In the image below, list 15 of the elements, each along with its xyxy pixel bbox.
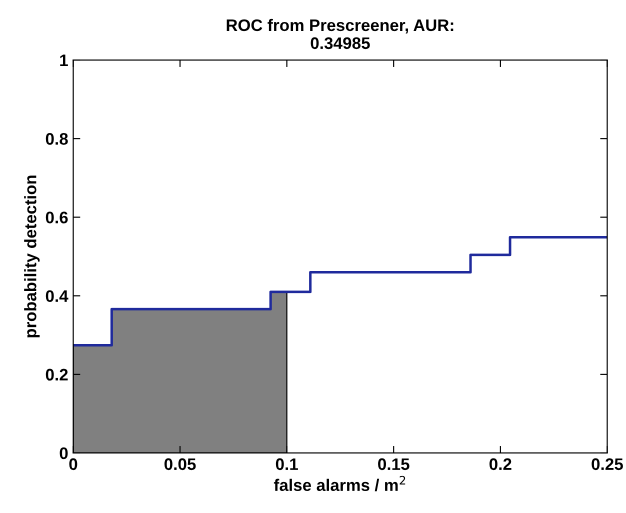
x-tick-label: 0.25: [592, 458, 623, 470]
x-tick-label: 0.1: [276, 458, 298, 470]
y-tick-label: 0: [60, 447, 68, 460]
x-tick-label: 0.15: [378, 458, 410, 470]
y-tick-label: 0.8: [46, 133, 68, 145]
y-tick-label: 0.4: [46, 290, 68, 302]
x-tick-label: 0.2: [490, 458, 512, 470]
y-tick-label: 1: [60, 54, 68, 66]
y-axis-title: probability detection: [24, 176, 40, 338]
x-tick-label: 0: [69, 458, 78, 470]
y-tick-label: 0.6: [46, 212, 68, 224]
x-axis-title: false alarms / m$^{2}$: [274, 476, 406, 492]
x-tick-label: 0.05: [164, 458, 196, 470]
chart-title: ROC from Prescreener, AUR: 0.34985: [226, 18, 454, 50]
y-tick-label: 0.2: [46, 368, 68, 381]
